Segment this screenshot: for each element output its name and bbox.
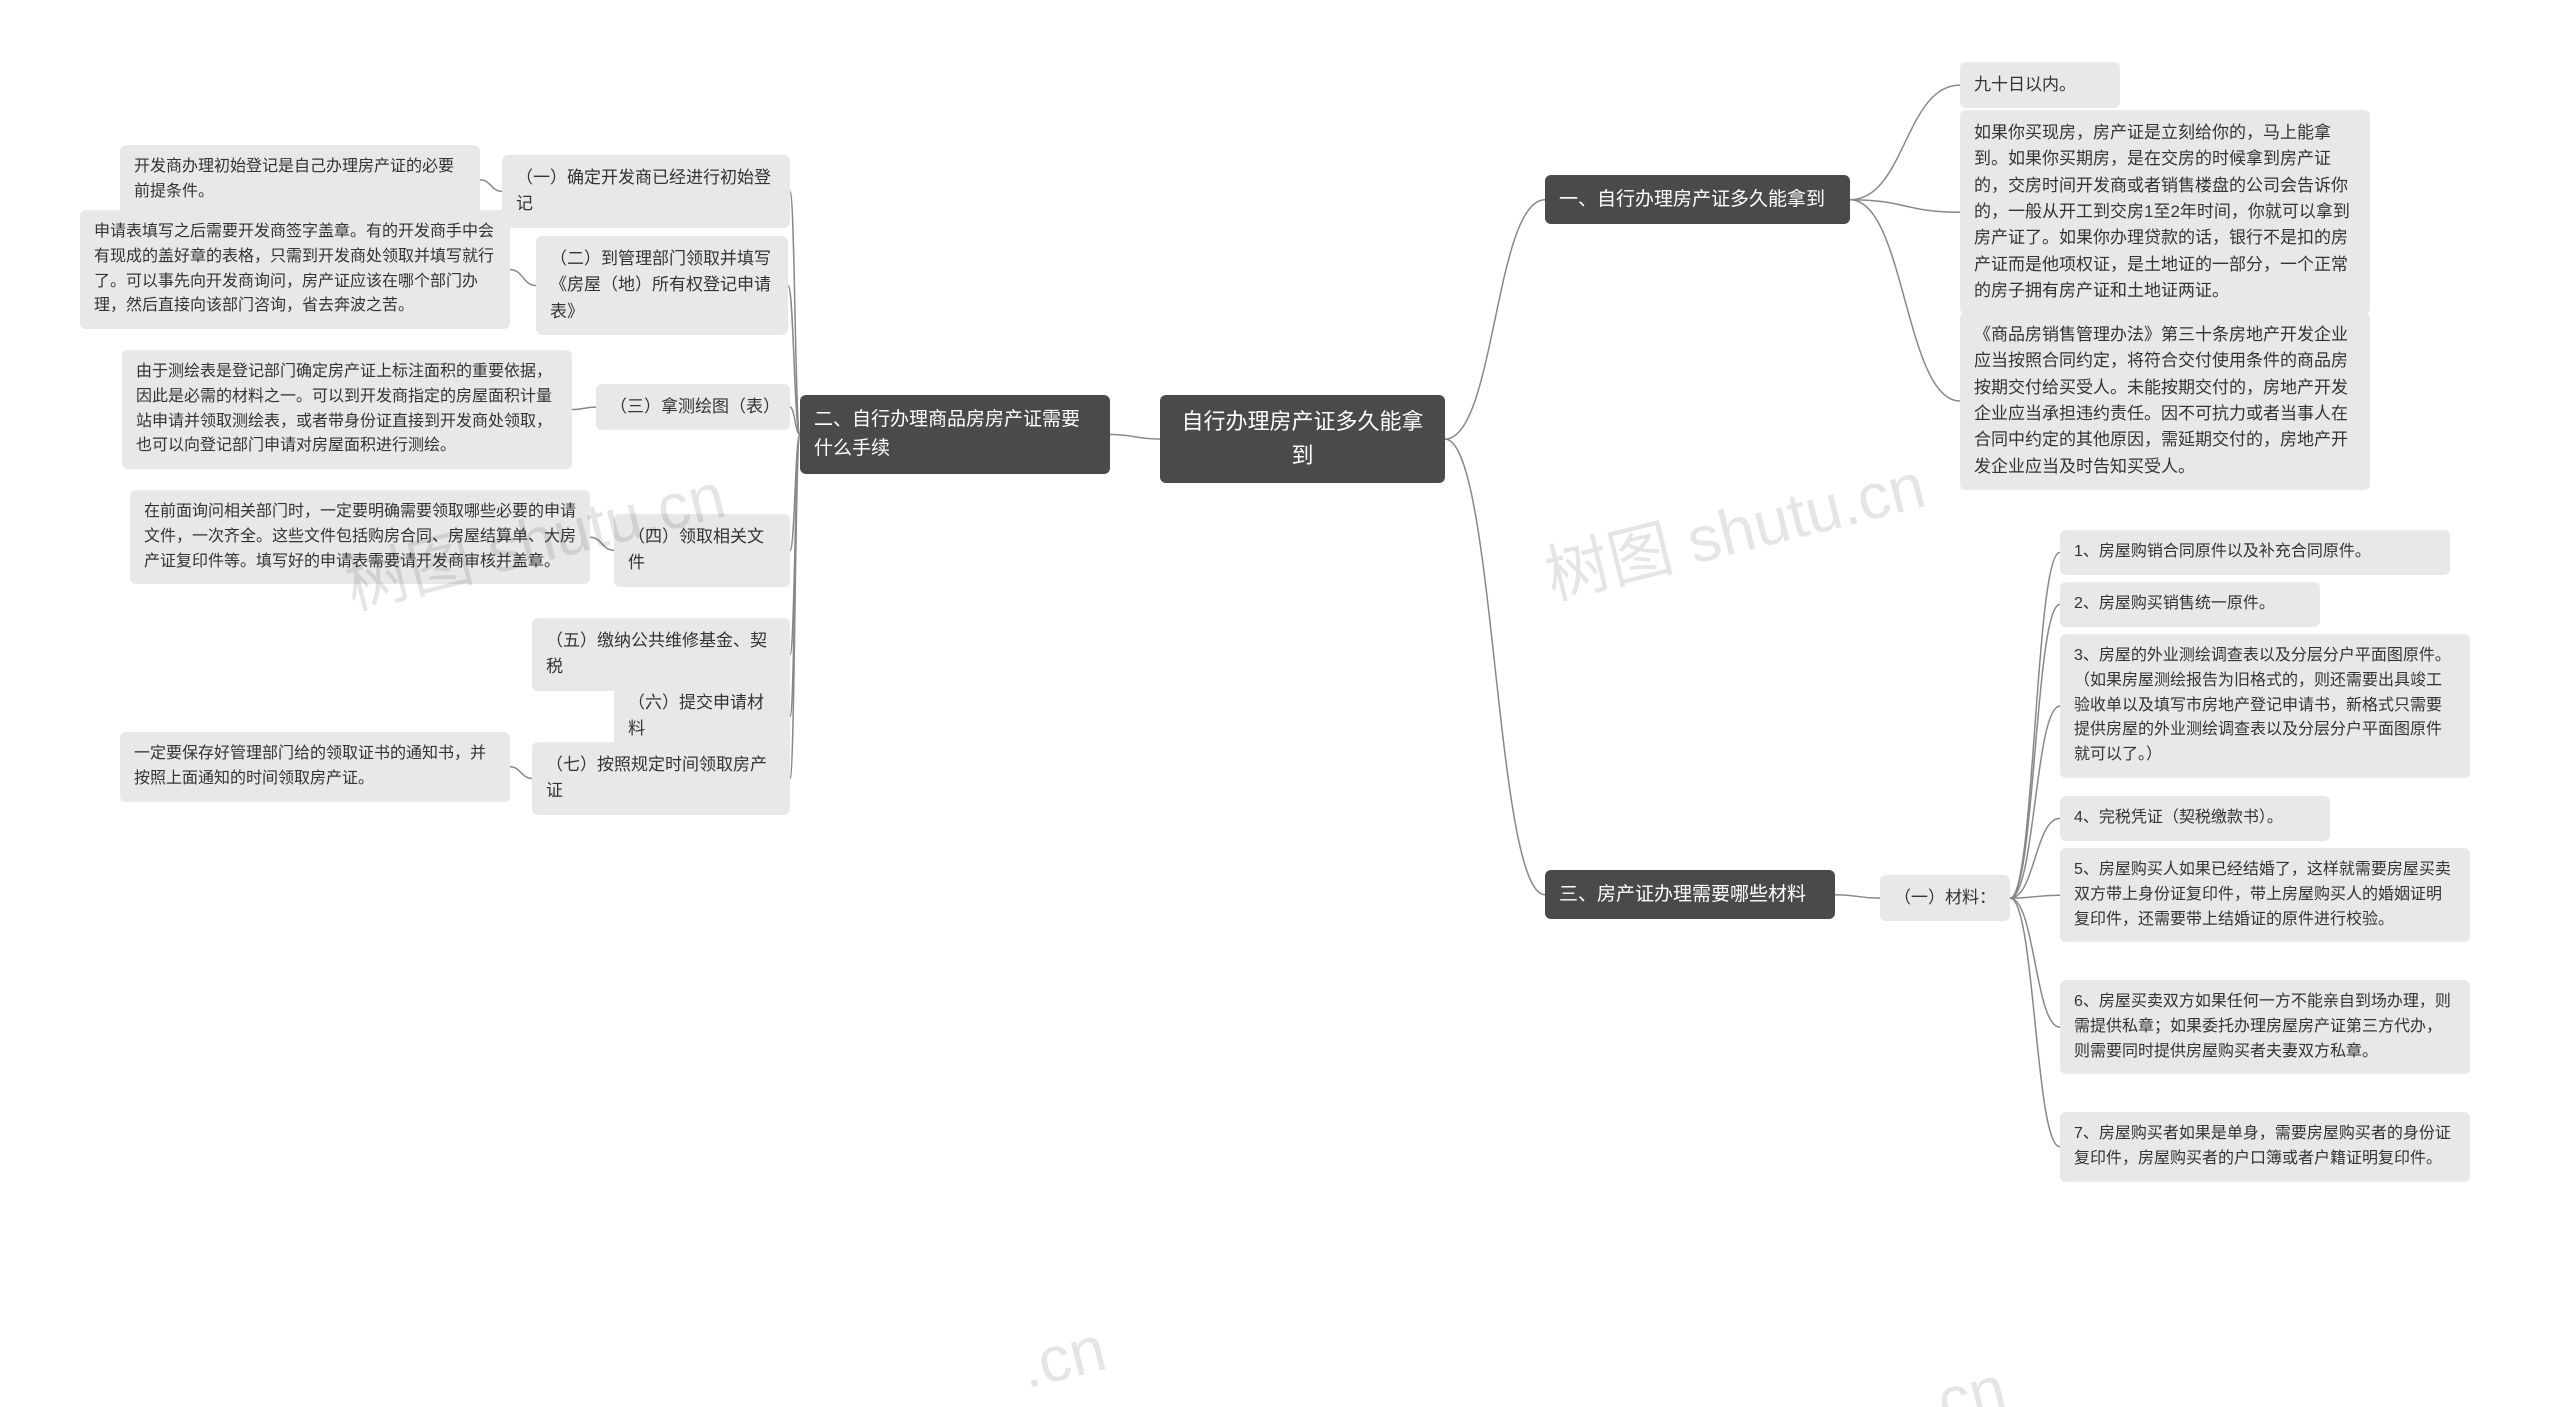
branch-1-child-2: 如果你买现房，房产证是立刻给你的，马上能拿到。如果你买期房，是在交房的时候拿到房…	[1960, 110, 2370, 314]
watermark: 树图 shutu.cn	[1535, 434, 1933, 617]
branch-1-child-3: 《商品房销售管理办法》第三十条房地产开发企业应当按照合同约定，将符合交付使用条件…	[1960, 312, 2370, 490]
root-node: 自行办理房产证多久能拿到	[1160, 395, 1445, 483]
branch-1: 一、自行办理房产证多久能拿到	[1545, 175, 1850, 224]
branch-2-child-4: （四）领取相关文件	[614, 514, 790, 587]
watermark: .cn	[1912, 1351, 2013, 1407]
branch-1-child-1: 九十日以内。	[1960, 62, 2120, 108]
branch-2-child-3-detail: 由于测绘表是登记部门确定房产证上标注面积的重要依据，因此是必需的材料之一。可以到…	[122, 350, 572, 469]
branch-3-child-1: （一）材料：	[1880, 875, 2010, 921]
branch-2-child-7: （七）按照规定时间领取房产证	[532, 742, 790, 815]
branch-3-detail-7: 7、房屋购买者如果是单身，需要房屋购买者的身份证复印件，房屋购买者的户口簿或者户…	[2060, 1112, 2470, 1182]
branch-2-child-4-detail: 在前面询问相关部门时，一定要明确需要领取哪些必要的申请文件，一次齐全。这些文件包…	[130, 490, 590, 584]
branch-2-child-2: （二）到管理部门领取并填写《房屋（地）所有权登记申请表》	[536, 236, 788, 335]
branch-2-child-1-detail: 开发商办理初始登记是自己办理房产证的必要前提条件。	[120, 145, 480, 215]
branch-3: 三、房产证办理需要哪些材料	[1545, 870, 1835, 919]
branch-2-child-1: （一）确定开发商已经进行初始登记	[502, 155, 790, 228]
branch-2-child-2-detail: 申请表填写之后需要开发商签字盖章。有的开发商手中会有现成的盖好章的表格，只需到开…	[80, 210, 510, 329]
branch-3-detail-1: 1、房屋购销合同原件以及补充合同原件。	[2060, 530, 2450, 575]
watermark: .cn	[1012, 1311, 1113, 1403]
branch-2-child-7-detail: 一定要保存好管理部门给的领取证书的通知书，并按照上面通知的时间领取房产证。	[120, 732, 510, 802]
branch-3-detail-2: 2、房屋购买销售统一原件。	[2060, 582, 2320, 627]
branch-3-detail-6: 6、房屋买卖双方如果任何一方不能亲自到场办理，则需提供私章；如果委托办理房屋房产…	[2060, 980, 2470, 1074]
branch-2: 二、自行办理商品房房产证需要什么手续	[800, 395, 1110, 474]
branch-3-detail-5: 5、房屋购买人如果已经结婚了，这样就需要房屋买卖双方带上身份证复印件，带上房屋购…	[2060, 848, 2470, 942]
branch-2-child-3: （三）拿测绘图（表）	[596, 384, 790, 430]
branch-3-detail-3: 3、房屋的外业测绘调查表以及分层分户平面图原件。（如果房屋测绘报告为旧格式的，则…	[2060, 634, 2470, 778]
branch-3-detail-4: 4、完税凭证（契税缴款书）。	[2060, 796, 2330, 841]
